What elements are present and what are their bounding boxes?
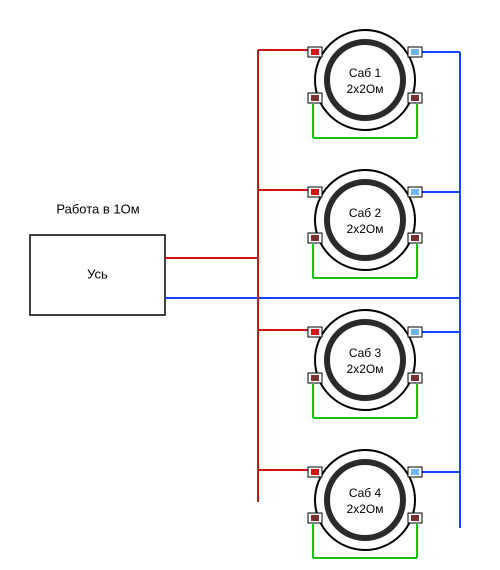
speaker-2-term-left-top-inner: [311, 189, 319, 195]
speaker-4-term-right-top-inner: [411, 469, 419, 475]
amp-mode-label: Работа в 1Ом: [56, 201, 139, 216]
speaker-4-term-right-bot-inner: [411, 515, 419, 521]
speaker-2-term-left-bot-inner: [311, 235, 319, 241]
speaker-1-term-left-top-inner: [311, 49, 319, 55]
speaker-3-label1: Саб 3: [349, 346, 382, 360]
speaker-3-term-right-bot-inner: [411, 375, 419, 381]
amp-label: Усь: [87, 266, 108, 281]
speaker-4-term-left-top-inner: [311, 469, 319, 475]
speaker-4-label1: Саб 4: [349, 486, 382, 500]
speaker-2-term-right-top-inner: [411, 189, 419, 195]
speaker-4-label2: 2х2Ом: [347, 502, 384, 516]
speaker-3-term-left-top-inner: [311, 329, 319, 335]
speaker-3-term-right-top-inner: [411, 329, 419, 335]
speaker-1-term-right-top-inner: [411, 49, 419, 55]
speaker-1-term-left-bot-inner: [311, 95, 319, 101]
speaker-1-label2: 2х2Ом: [347, 82, 384, 96]
speaker-2-term-right-bot-inner: [411, 235, 419, 241]
speaker-1-term-right-bot-inner: [411, 95, 419, 101]
speaker-1-label1: Саб 1: [349, 66, 382, 80]
speaker-3-term-left-bot-inner: [311, 375, 319, 381]
speaker-3-label2: 2х2Ом: [347, 362, 384, 376]
speaker-2-label1: Саб 2: [349, 206, 382, 220]
speaker-4-term-left-bot-inner: [311, 515, 319, 521]
speaker-2-label2: 2х2Ом: [347, 222, 384, 236]
wiring-diagram: Работа в 1Ом Усь Саб 1 2х2Ом Саб 2 2х2Ом Саб 3…: [0, 0, 500, 570]
